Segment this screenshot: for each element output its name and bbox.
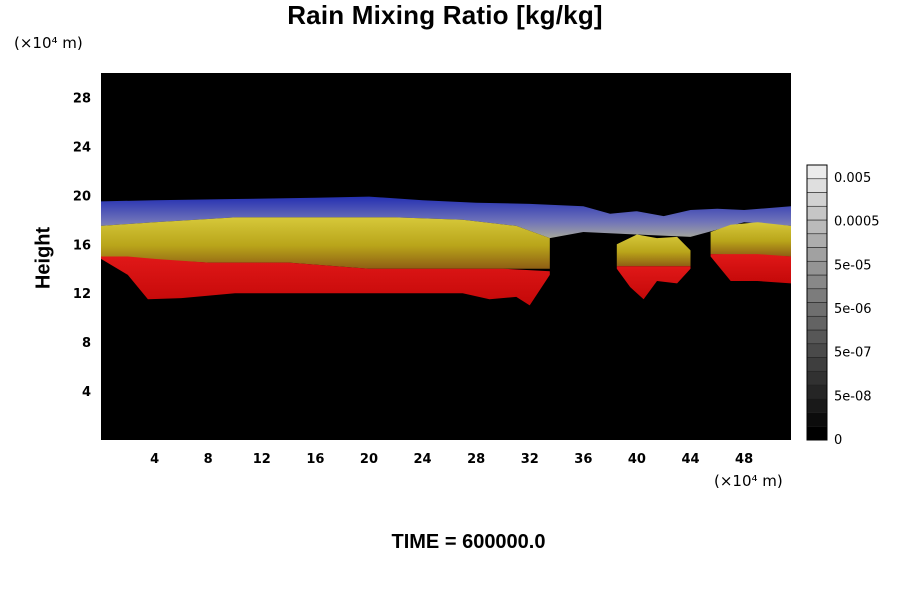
colorbar-swatch: [806, 233, 828, 248]
colorbar-swatch: [806, 288, 828, 303]
y-tick-labels: 4 8 12 16 20 24 28: [73, 91, 91, 400]
x-tick-label: 36: [574, 452, 592, 467]
y-tick-label: 28: [73, 91, 91, 106]
band-yellow-0: [101, 217, 550, 269]
chart-title: Rain Mixing Ratio [kg/kg]: [287, 0, 603, 30]
colorbar-label: 5e-07: [834, 346, 872, 361]
band-yellow-2: [710, 222, 791, 257]
colorbar-swatch: [806, 384, 828, 400]
colorbar-label: 5e-06: [834, 302, 872, 317]
colorbar-label: 0.005: [834, 171, 871, 186]
colorbar-swatch: [806, 205, 828, 221]
x-tick-label: 12: [253, 452, 271, 467]
colorbar-swatch: [806, 164, 828, 180]
colorbar-swatch: [806, 260, 828, 276]
data-bands: [101, 196, 791, 306]
band-red-2: [710, 254, 791, 284]
band-red-0: [101, 256, 550, 306]
colorbar-swatch: [806, 219, 828, 235]
colorbar-swatch: [806, 398, 828, 413]
colorbar-swatch: [806, 247, 828, 262]
x-tick-label: 28: [467, 452, 485, 467]
colorbar-label: 0.0005: [834, 215, 880, 230]
x-tick-labels: 4 8 12 16 20 24 28 32 36 40 44 48: [150, 452, 753, 467]
y-tick-label: 20: [73, 189, 91, 204]
x-tick-label: 32: [521, 452, 539, 467]
colorbar-label: 5e-05: [834, 258, 872, 273]
x-unit-label: (×10⁴ m): [714, 472, 783, 490]
x-tick-label: 16: [306, 452, 324, 467]
colorbar-swatch: [806, 192, 828, 207]
time-label: TIME = 600000.0: [391, 531, 546, 553]
colorbar-frame: [806, 164, 828, 441]
colorbar-label: 5e-08: [834, 389, 872, 404]
band-yellow-1: [616, 234, 691, 267]
colorbar: 0 5e-08 5e-07 5e-06 5e-05 0.0005 0.005: [806, 164, 880, 448]
colorbar-swatch: [806, 412, 828, 427]
colorbar-swatch: [806, 329, 828, 345]
x-tick-label: 8: [204, 452, 213, 467]
colorbar-swatch: [806, 357, 828, 372]
y-tick-label: 4: [82, 385, 91, 400]
colorbar-swatch: [806, 315, 828, 331]
x-tick-label: 20: [360, 452, 378, 467]
colorbar-swatch: [806, 178, 828, 193]
x-tick-label: 48: [735, 452, 753, 467]
colorbar-swatch: [806, 343, 828, 358]
colorbar-swatch: [806, 274, 828, 290]
band-blue-0: [101, 196, 791, 239]
colorbar-label: 0: [834, 433, 842, 448]
x-tick-label: 44: [681, 452, 699, 467]
colorbar-swatch: [806, 425, 828, 441]
x-tick-label: 24: [414, 452, 432, 467]
y-tick-label: 8: [82, 336, 91, 351]
y-tick-label: 16: [73, 238, 91, 253]
y-tick-label: 24: [73, 140, 91, 155]
colorbar-swatch: [806, 302, 828, 317]
band-red-1: [616, 266, 691, 300]
y-unit-label: (×10⁴ m): [14, 34, 83, 52]
colorbar-swatch: [806, 370, 828, 386]
y-tick-label: 12: [73, 287, 91, 302]
x-tick-label: 4: [150, 452, 159, 467]
x-tick-label: 40: [628, 452, 646, 467]
